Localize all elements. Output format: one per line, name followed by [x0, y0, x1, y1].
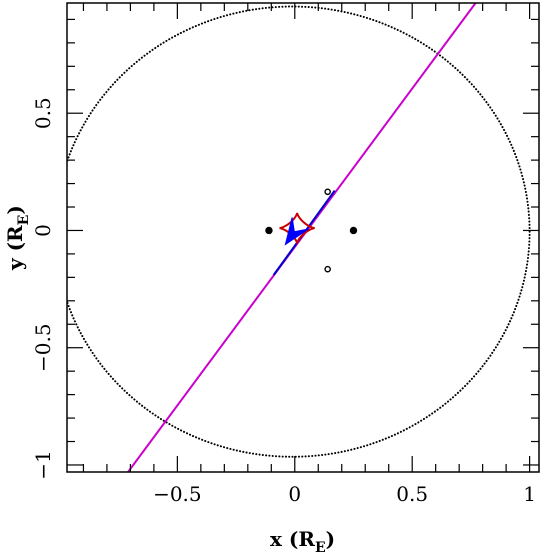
lens-position-marker [324, 188, 331, 196]
plot-clip-group [67, 3, 531, 472]
x-axis-label: x (RE) [270, 527, 335, 555]
y-tick-label-group: −0.5 [31, 323, 55, 372]
source-arrow [284, 217, 309, 246]
caustic-curve [279, 212, 315, 244]
y-axis-label: y (RE) [3, 205, 32, 271]
y-tick-label: 0.5 [31, 97, 55, 129]
y-tick-label: 0 [31, 224, 55, 237]
einstein-ring [67, 5, 531, 458]
plot-content [67, 3, 531, 472]
y-axis-label-main: y (R [3, 225, 27, 271]
y-tick-label: −0.5 [31, 323, 55, 372]
x-tick-label: 0.5 [396, 482, 428, 506]
x-tick-label: 0 [288, 482, 301, 506]
lens-position-marker [265, 226, 273, 235]
x-axis-label-sub: E [315, 540, 326, 555]
x-axis-label-close: ) [326, 527, 335, 551]
y-axis-label-close: ) [3, 205, 27, 214]
x-tick-label: 1 [523, 482, 536, 506]
plot-frame [66, 2, 540, 473]
axis-ticks [67, 3, 539, 472]
y-axis-label-group: y (RE) [3, 205, 32, 271]
y-tick-label: −1 [31, 450, 55, 479]
x-axis-label-main: x (R [270, 527, 315, 551]
y-tick-label-group: −1 [31, 450, 55, 479]
tick-labels: −0.5 0 0.5 1 −1 −0.5 0 0.5 [31, 97, 536, 506]
y-tick-label-group: 0.5 [31, 97, 55, 129]
lens-position-marker [349, 226, 358, 235]
lens-position-marker [324, 265, 331, 273]
y-tick-label-group: 0 [31, 224, 55, 237]
x-tick-label: −0.5 [153, 482, 202, 506]
y-axis-label-sub: E [16, 215, 32, 226]
